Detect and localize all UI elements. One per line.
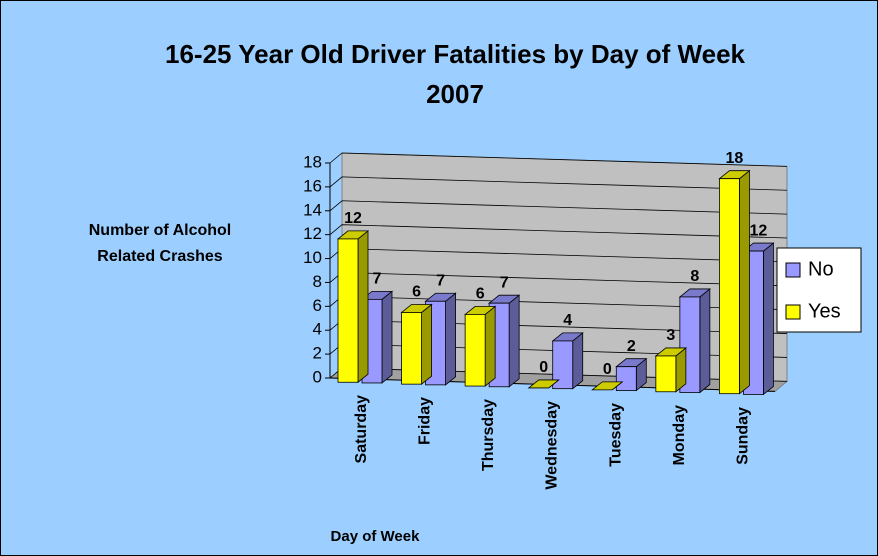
bar-side [357, 230, 369, 384]
bar-side [421, 303, 432, 385]
grid-line [329, 224, 788, 239]
x-tick-label: Sunday [734, 407, 751, 465]
bar [719, 178, 740, 395]
y-tick-label: 12 [303, 224, 322, 243]
x-tick-label: Saturday [353, 395, 370, 464]
y-tick-label: 18 [303, 152, 322, 171]
bar-side [484, 305, 496, 387]
grid-line [329, 176, 788, 191]
y-tick-label: 8 [313, 272, 322, 291]
legend-swatch [785, 262, 801, 278]
y-tick-label: 6 [313, 296, 322, 315]
x-tick-label: Wednesday [544, 401, 561, 490]
data-label: 12 [750, 222, 768, 239]
data-label: 0 [539, 359, 548, 376]
data-label: 6 [476, 286, 485, 303]
bar [337, 238, 359, 383]
data-label: 18 [726, 150, 744, 167]
data-label: 12 [344, 210, 362, 227]
data-label: 6 [412, 284, 421, 301]
legend-label: Yes [808, 300, 841, 322]
bar-side [381, 290, 393, 384]
legend-swatch [785, 304, 801, 320]
y-tick-label: 2 [313, 344, 322, 363]
x-tick-label: Friday [417, 397, 434, 445]
y-tick-label: 0 [313, 367, 322, 386]
bar [401, 312, 422, 385]
bar [552, 340, 574, 390]
y-tick-label: 10 [303, 248, 322, 267]
y-tick-label: 16 [303, 176, 322, 195]
bar-side [508, 294, 520, 388]
x-axis-title: Day of Week [331, 528, 421, 545]
y-tick-label: 4 [313, 320, 322, 339]
bar [464, 313, 486, 387]
legend-label: No [808, 258, 834, 280]
data-label: 4 [563, 312, 572, 329]
bar-side [572, 332, 584, 390]
bar-side [445, 292, 456, 386]
data-label: 7 [373, 271, 382, 288]
x-tick-label: Thursday [480, 399, 497, 471]
bar-side [699, 288, 711, 394]
y-axis-title: Number of Alcohol Related Crashes [88, 222, 232, 265]
bar-top [527, 379, 560, 389]
data-label: 2 [627, 338, 636, 355]
data-label: 8 [690, 268, 699, 285]
grid-line [329, 200, 788, 215]
bar-side [763, 242, 774, 396]
data-label: 3 [666, 327, 675, 344]
y-tick-label: 14 [303, 200, 322, 219]
data-label: 0 [603, 361, 612, 378]
bar [615, 366, 637, 391]
chart-title: 16-25 Year Old Driver Fatalities by Day … [165, 39, 746, 69]
bar [655, 355, 677, 393]
data-label: 7 [500, 274, 509, 291]
x-tick-label: Monday [671, 405, 688, 466]
bar-top [591, 381, 624, 391]
x-tick-label: Tuesday [607, 403, 624, 467]
data-label: 7 [436, 272, 445, 289]
bar-side [739, 169, 750, 395]
grid-line [329, 152, 788, 167]
chart-subtitle: 2007 [426, 79, 484, 109]
